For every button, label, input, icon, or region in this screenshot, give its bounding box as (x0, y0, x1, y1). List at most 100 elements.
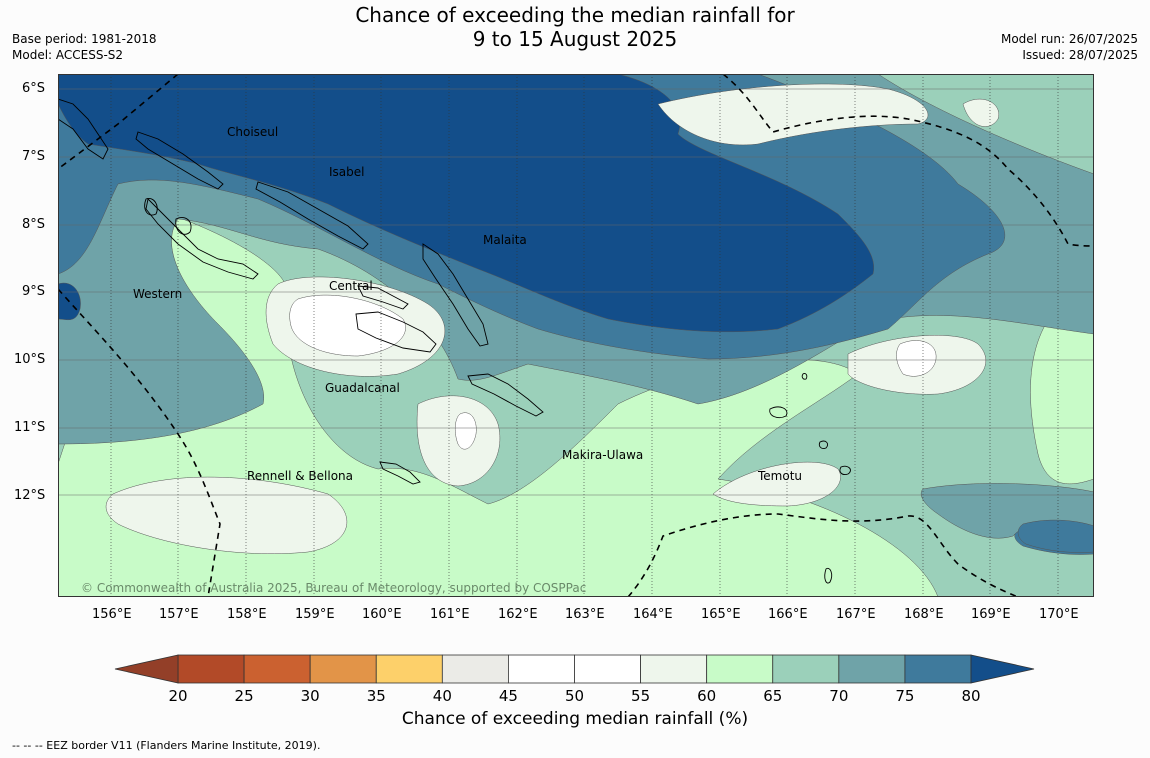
contour-75-80-southeast-core (1017, 519, 1094, 553)
lon-label-168e: 168°E (904, 607, 944, 622)
lat-label-6s: 6°S (22, 81, 46, 96)
lat-label-11s: 11°S (14, 420, 46, 435)
contour-45-55-east (896, 340, 937, 377)
island-vella (144, 198, 158, 216)
colorbar-cell (375, 654, 443, 684)
lon-label-170e: 170°E (1039, 607, 1079, 622)
copyright-notice: © Commonwealth of Australia 2025, Bureau… (81, 581, 586, 595)
latitude-lines (58, 88, 1094, 496)
colorbar-tick-label: 60 (697, 687, 716, 705)
model-run: Model run: 26/07/2025 (1000, 32, 1138, 46)
label-malaita: Malaita (483, 233, 527, 247)
label-makira-ulawa: Makira-Ulawa (562, 448, 643, 462)
colorbar-tick-label: 65 (763, 687, 782, 705)
colorbar-cell (640, 654, 708, 684)
colorbar-tick-label: 35 (367, 687, 386, 705)
colorbar-tick-label: 40 (433, 687, 452, 705)
lon-label-162e: 162°E (498, 607, 538, 622)
label-isabel: Isabel (329, 165, 364, 179)
colorbar-cell (508, 654, 575, 684)
map-frame (58, 74, 1094, 597)
map-title: Chance of exceeding the median rainfall … (0, 3, 1150, 51)
contour-55-60-renbel (105, 476, 347, 554)
island-malaita (422, 243, 489, 347)
eez-footnote: -- -- -- EEZ border V11 (Flanders Marine… (12, 739, 321, 752)
rainfall-map: Choiseul Isabel Malaita Western Central … (58, 74, 1094, 597)
lat-label-7s: 7°S (22, 149, 46, 164)
island-new-georgia (145, 198, 259, 280)
island-isabel (255, 181, 369, 250)
issued-date: Issued: 28/07/2025 (1022, 48, 1138, 62)
label-central: Central (329, 279, 373, 293)
lon-label-166e: 166°E (768, 607, 808, 622)
colorbar-tick-label: 50 (565, 687, 584, 705)
meta-right: Model run: 26/07/2025 Issued: 28/07/2025 (1001, 31, 1138, 63)
lat-label-9s: 9°S (22, 284, 46, 299)
island-makira (467, 373, 544, 417)
colorbar: 20 25 30 35 40 45 50 55 60 65 70 75 80 (114, 654, 1035, 705)
colorbar-cell (243, 654, 311, 684)
colorbar-cells (177, 654, 972, 684)
island-rennell (379, 461, 421, 485)
colorbar-cell (904, 654, 972, 684)
label-western: Western (133, 287, 182, 301)
graticule (110, 74, 1059, 597)
island-choiseul (135, 131, 224, 190)
colorbar-cell (772, 654, 840, 684)
colorbar-cell (838, 654, 906, 684)
colorbar-cell (309, 654, 377, 684)
colorbar-tick-label: 70 (829, 687, 848, 705)
lat-label-10s: 10°S (14, 352, 46, 367)
colorbar-cell (706, 654, 774, 684)
lon-label-163e: 163°E (565, 607, 605, 622)
island-tikopia (839, 465, 851, 475)
lon-label-159e: 159°E (295, 607, 335, 622)
island-small-south (824, 567, 833, 584)
eez-border (58, 74, 1094, 597)
title-line-1: Chance of exceeding the median rainfall … (355, 3, 795, 27)
colorbar-tick-label: 55 (631, 687, 650, 705)
label-guadalcanal: Guadalcanal (325, 381, 400, 395)
island-kolombangara (175, 217, 192, 235)
colorbar-tick-label: 80 (961, 687, 980, 705)
lon-label-165e: 165°E (701, 607, 741, 622)
lon-label-161e: 161°E (430, 607, 470, 622)
contour-55-60-northeast (657, 83, 929, 146)
model-name: Model: ACCESS-S2 (12, 48, 124, 62)
colorbar-cell (574, 654, 641, 684)
contour-45-55-central (289, 294, 406, 357)
lon-label-157e: 157°E (159, 607, 199, 622)
title-line-2: 9 to 15 August 2025 (472, 27, 678, 51)
label-rennell-bellona: Rennell & Bellona (247, 469, 353, 483)
island-bougainville (58, 98, 109, 160)
colorbar-tick-label: 20 (168, 687, 187, 705)
lon-label-156e: 156°E (92, 607, 132, 622)
colorbar-title: Chance of exceeding median rainfall (%) (401, 709, 749, 729)
contour-45-55-south (455, 412, 477, 450)
colorbar-cell (177, 654, 245, 684)
colorbar-tick-label: 25 (235, 687, 254, 705)
colorbar-low-extension (114, 654, 179, 684)
lon-label-164e: 164°E (633, 607, 673, 622)
coastlines (58, 98, 851, 584)
island-small-east (801, 373, 808, 380)
label-temotu: Temotu (757, 469, 802, 483)
island-nendo (769, 406, 788, 419)
lat-label-8s: 8°S (22, 217, 46, 232)
lon-label-167e: 167°E (836, 607, 876, 622)
colorbar-cell (441, 654, 509, 684)
lon-label-158e: 158°E (227, 607, 267, 622)
colorbar-ticks: 20 25 30 35 40 45 50 55 60 65 70 75 80 (168, 687, 980, 705)
colorbar-tick-label: 75 (895, 687, 914, 705)
label-choiseul: Choiseul (227, 125, 278, 139)
meta-left: Base period: 1981-2018 Model: ACCESS-S2 (12, 31, 157, 63)
island-guadalcanal (355, 311, 437, 353)
colorbar-high-extension (970, 654, 1035, 684)
lat-label-12s: 12°S (14, 488, 46, 503)
lon-label-169e: 169°E (971, 607, 1011, 622)
lon-label-160e: 160°E (362, 607, 402, 622)
base-period: Base period: 1981-2018 (12, 32, 157, 46)
island-vanikoro (818, 440, 829, 449)
colorbar-tick-label: 30 (301, 687, 320, 705)
colorbar-tick-label: 45 (499, 687, 518, 705)
